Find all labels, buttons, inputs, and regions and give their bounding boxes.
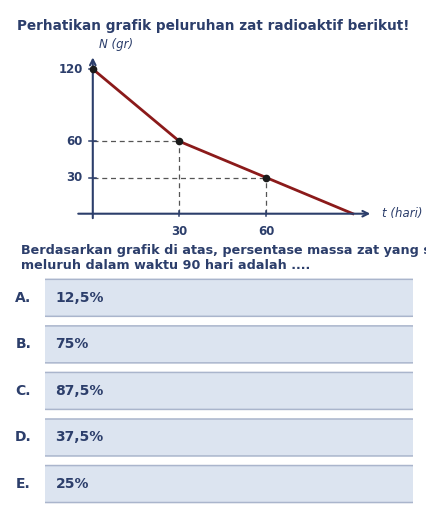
Text: 25%: 25%: [55, 477, 89, 491]
Text: E.: E.: [16, 477, 31, 491]
Text: Berdasarkan grafik di atas, persentase massa zat yang sudah: Berdasarkan grafik di atas, persentase m…: [21, 244, 426, 258]
FancyBboxPatch shape: [37, 279, 421, 316]
FancyBboxPatch shape: [37, 326, 421, 363]
Text: 60: 60: [258, 224, 274, 238]
Text: 87,5%: 87,5%: [55, 384, 104, 398]
FancyBboxPatch shape: [37, 372, 421, 409]
Text: 37,5%: 37,5%: [55, 431, 104, 444]
Text: 30: 30: [66, 171, 83, 184]
FancyBboxPatch shape: [37, 419, 421, 456]
Text: C.: C.: [16, 384, 31, 398]
Text: D.: D.: [15, 431, 32, 444]
Text: 75%: 75%: [55, 338, 89, 351]
Text: Perhatikan grafik peluruhan zat radioaktif berikut!: Perhatikan grafik peluruhan zat radioakt…: [17, 19, 409, 32]
Text: A.: A.: [15, 291, 32, 305]
Text: meluruh dalam waktu 90 hari adalah ....: meluruh dalam waktu 90 hari adalah ....: [21, 259, 311, 272]
FancyBboxPatch shape: [37, 466, 421, 503]
Text: 120: 120: [58, 62, 83, 76]
Text: 12,5%: 12,5%: [55, 291, 104, 305]
Text: B.: B.: [15, 338, 32, 351]
Text: t (hari): t (hari): [382, 207, 422, 220]
Text: N (gr): N (gr): [98, 38, 132, 51]
Text: 60: 60: [66, 135, 83, 148]
Text: 30: 30: [171, 224, 187, 238]
